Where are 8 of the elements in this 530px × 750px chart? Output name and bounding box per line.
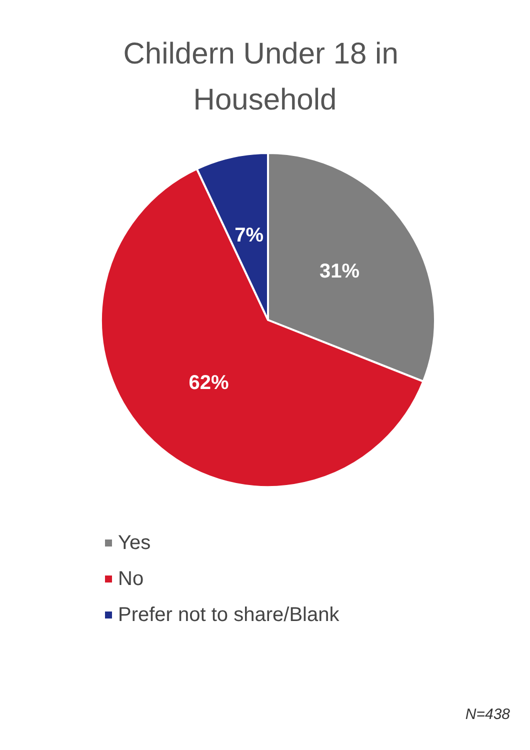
legend-label: Yes: [118, 532, 151, 554]
legend-label: Prefer not to share/Blank: [118, 604, 340, 626]
text: N=438: [465, 706, 511, 723]
chart-title: Childern Under 18 in Household: [123, 38, 407, 116]
legend-label: No: [118, 568, 144, 590]
data-label: 62%: [188, 372, 230, 394]
data-label: 31%: [320, 260, 360, 282]
data-label: 7%: [234, 224, 264, 247]
